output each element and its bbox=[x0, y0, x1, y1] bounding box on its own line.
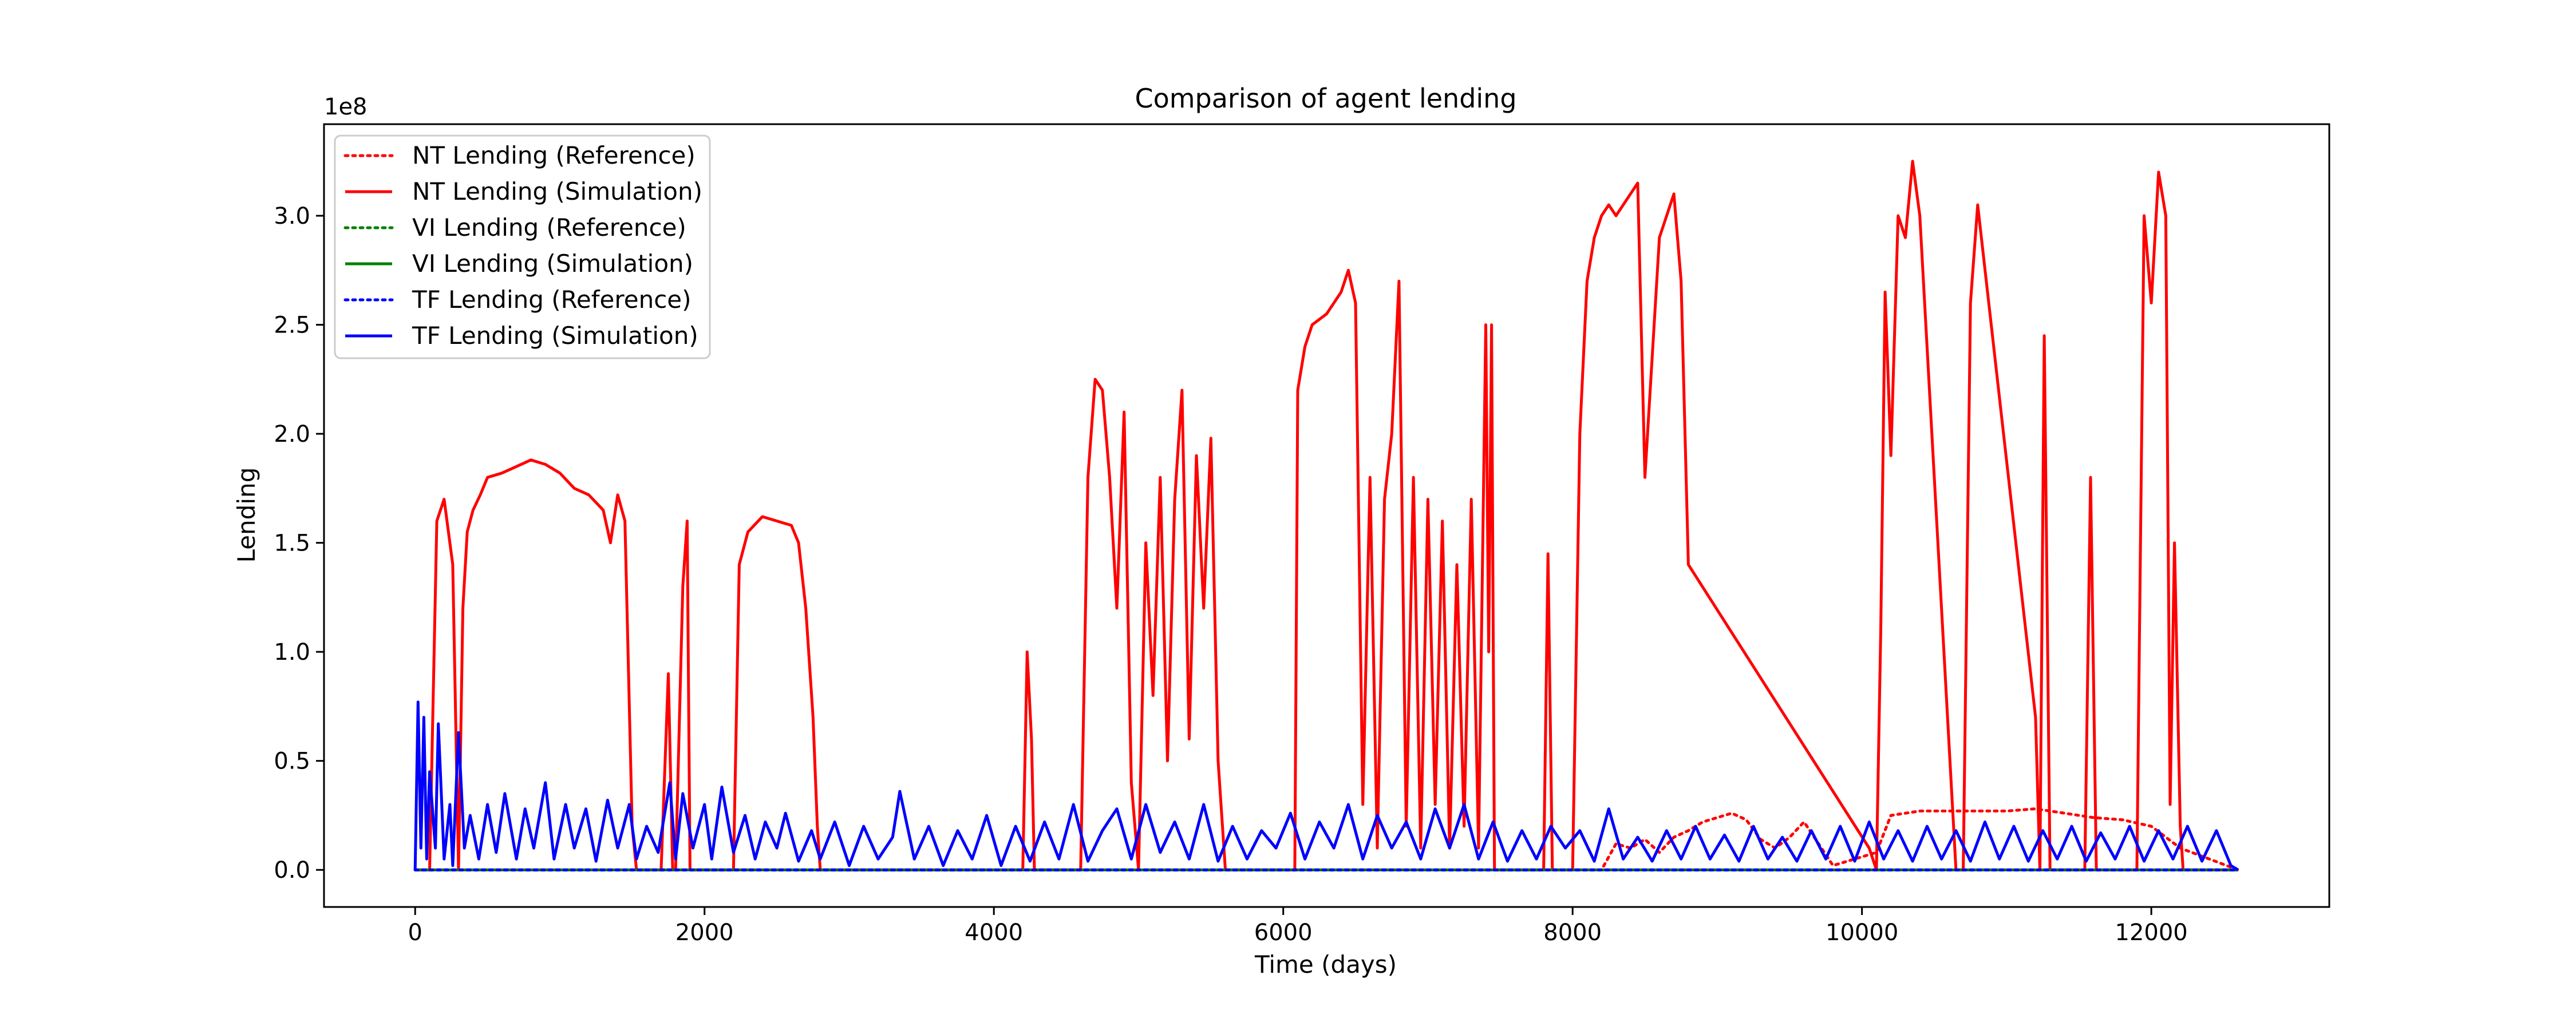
x-tick-label: 6000 bbox=[1254, 920, 1313, 946]
y-tick-label: 2.5 bbox=[274, 312, 310, 339]
legend-label: TF Lending (Reference) bbox=[412, 286, 692, 314]
series-layer bbox=[413, 160, 2240, 871]
plot-frame bbox=[323, 123, 2330, 908]
series-line-6 bbox=[413, 700, 2239, 871]
y-tick-label: 0.5 bbox=[274, 748, 310, 775]
y-tick-label: 1.5 bbox=[274, 530, 310, 557]
y-tick-label: 3.0 bbox=[274, 203, 310, 229]
y-tick-label: 0.0 bbox=[274, 857, 310, 884]
x-tick-label: 4000 bbox=[965, 920, 1023, 946]
x-tick-label: 8000 bbox=[1543, 920, 1602, 946]
x-tick-label: 0 bbox=[408, 920, 422, 946]
legend-label: NT Lending (Simulation) bbox=[412, 177, 702, 205]
y-tick-label: 2.0 bbox=[274, 421, 310, 447]
chart-title: Comparison of agent lending bbox=[1135, 83, 1516, 114]
legend-label: VI Lending (Reference) bbox=[412, 213, 686, 241]
y-axis-offset-label: 1e8 bbox=[324, 94, 368, 120]
plot-area: 0 2000 4000 6000 8000 10000 12000 0.0 0.5 1.0 1.5… bbox=[274, 123, 2330, 946]
legend-frame bbox=[334, 134, 711, 359]
legend: NT Lending (Reference) NT Lending (Simula… bbox=[334, 134, 711, 359]
x-tick-label: 12000 bbox=[2115, 920, 2188, 946]
x-tick-label: 2000 bbox=[675, 920, 734, 946]
legend-label: VI Lending (Simulation) bbox=[412, 249, 693, 278]
x-axis-label: Time (days) bbox=[1254, 950, 1397, 978]
legend-entries: NT Lending (Reference) NT Lending (Simula… bbox=[343, 141, 702, 350]
legend-label: TF Lending (Simulation) bbox=[412, 322, 698, 350]
x-axis-ticks: 0 2000 4000 6000 8000 10000 12000 bbox=[408, 907, 2188, 946]
legend-label: NT Lending (Reference) bbox=[412, 141, 696, 169]
x-tick-label: 10000 bbox=[1826, 920, 1898, 946]
y-axis-label: Lending bbox=[232, 468, 260, 563]
y-axis-ticks: 0.0 0.5 1.0 1.5 2.0 2.5 3.0 bbox=[274, 203, 324, 884]
y-tick-label: 1.0 bbox=[274, 639, 310, 665]
